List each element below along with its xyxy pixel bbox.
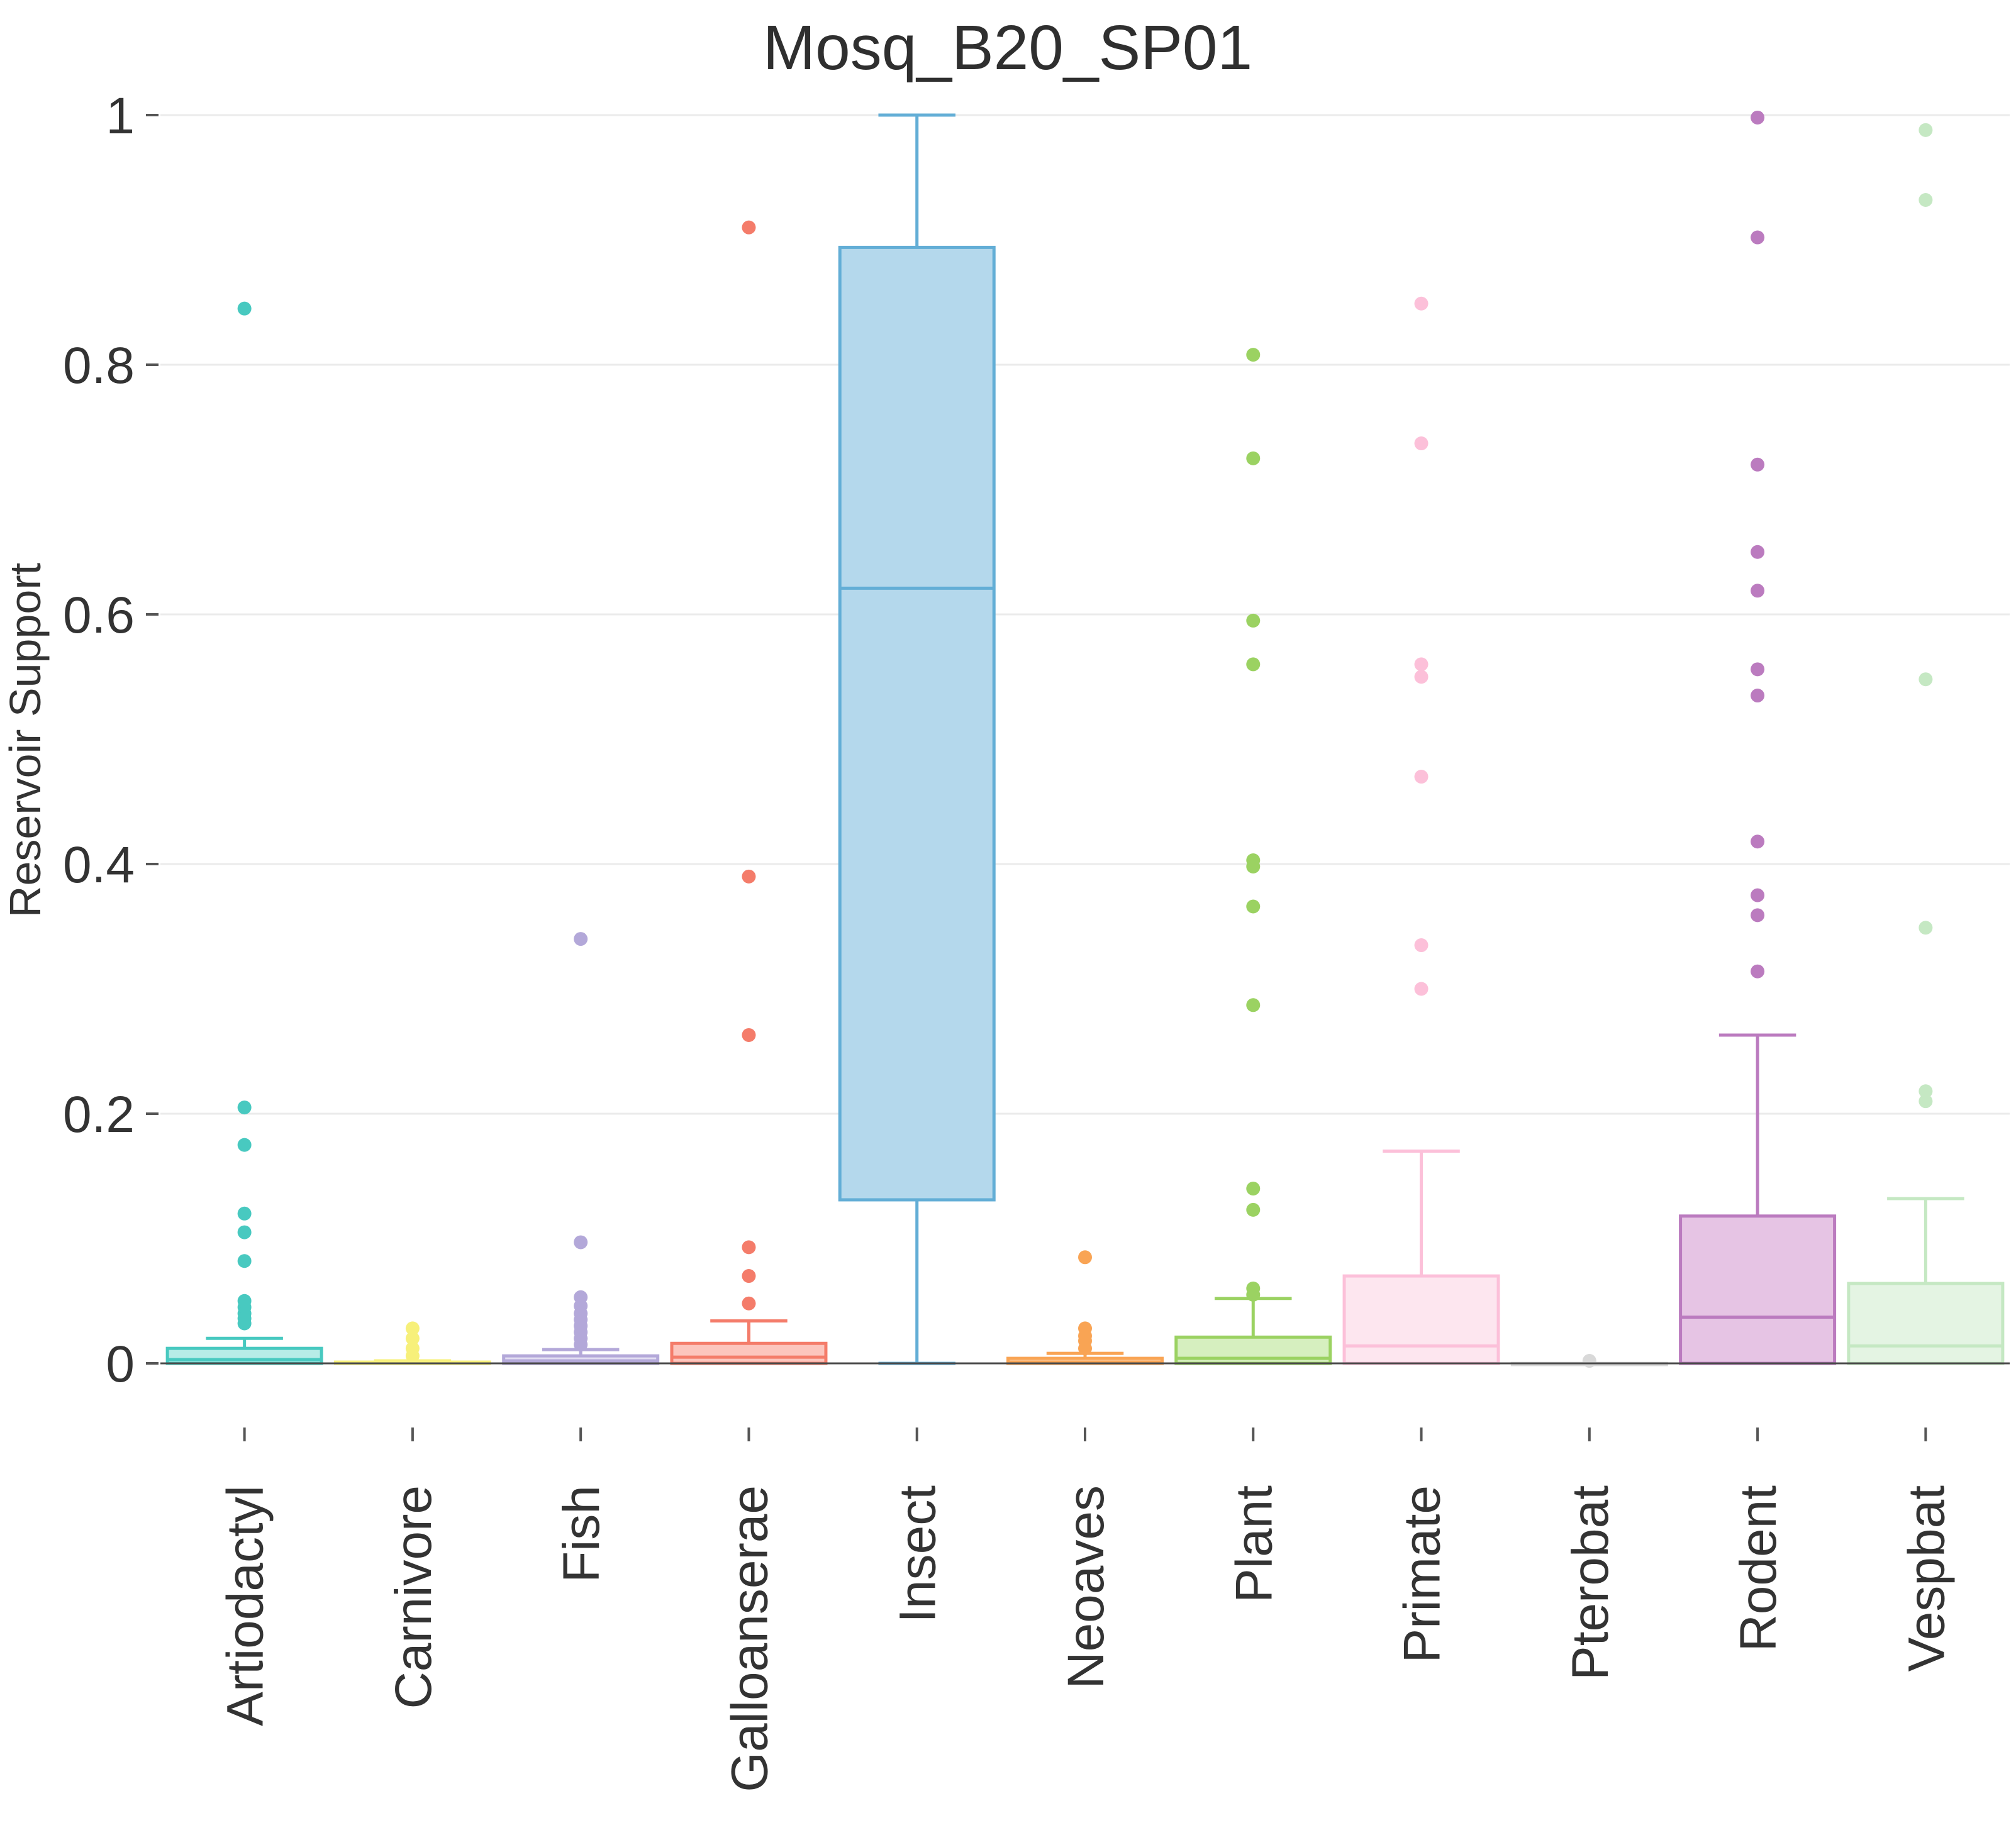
box-galloanserae (670, 220, 828, 1365)
x-tick-label: Primate (1394, 1485, 1451, 1663)
outlier-point (237, 1138, 252, 1152)
outlier-point (742, 869, 756, 884)
outlier-point (1751, 545, 1765, 559)
outlier-point (1246, 998, 1261, 1012)
outlier-point (1246, 859, 1261, 873)
outlier-point (1246, 1182, 1261, 1196)
y-axis-label: Reservoir Support (1, 563, 50, 918)
x-tick-label: Artiodactyl (217, 1485, 274, 1726)
outlier-point (1919, 1084, 1933, 1099)
x-tick-label: Insect (889, 1485, 947, 1623)
outlier-point (1246, 657, 1261, 672)
x-tick-label: Neoaves (1057, 1485, 1115, 1689)
outlier-point (237, 1206, 252, 1221)
x-tick-label: Rodent (1730, 1485, 1787, 1652)
x-tick-label: Vespbat (1898, 1485, 1955, 1672)
y-tick-label: 0.2 (63, 1086, 135, 1143)
iqr-box (1847, 1282, 2005, 1365)
outlier-point (742, 1296, 756, 1311)
outlier-point (1414, 770, 1428, 784)
outlier-point (574, 932, 588, 946)
outlier-point (1414, 938, 1428, 953)
outlier-point (1246, 1202, 1261, 1217)
box-vespbat (1847, 123, 2005, 1365)
outlier-point (574, 1338, 588, 1352)
x-tick-label: Galloanserae (721, 1485, 778, 1792)
outlier-point (1582, 1354, 1596, 1368)
box-fish (502, 932, 660, 1365)
outlier-point (742, 1028, 756, 1042)
outlier-point (742, 220, 756, 235)
y-tick-label: 0.4 (63, 836, 135, 894)
outlier-point (742, 1240, 756, 1255)
box-insect (838, 113, 996, 1365)
outlier-point (1919, 672, 1933, 687)
outlier-point (1078, 1341, 1092, 1356)
box-plant (1174, 348, 1332, 1365)
outlier-point (1751, 230, 1765, 245)
x-axis: Artiodactyl Carnivore Fish Galloanserae Inse… (217, 1428, 1955, 1792)
outlier-point (1414, 670, 1428, 684)
outlier-point (574, 1235, 588, 1250)
outlier-point (1751, 584, 1765, 598)
outlier-point (1414, 436, 1428, 451)
y-axis: 0 0.2 0.4 0.6 0.8 1 (63, 87, 159, 1393)
outlier-point (405, 1349, 420, 1363)
outlier-point (1246, 451, 1261, 465)
outlier-point (1919, 123, 1933, 137)
outlier-point (1919, 921, 1933, 935)
iqr-box (838, 245, 996, 1202)
outlier-point (1751, 457, 1765, 472)
box-neoaves (1006, 1250, 1164, 1365)
grid-lines (160, 114, 2010, 1115)
box-primate (1342, 296, 1500, 1365)
outlier-point (1919, 1094, 1933, 1109)
outlier-point (237, 1225, 252, 1239)
outlier-point (237, 301, 252, 316)
y-tick-label: 0.6 (63, 587, 135, 644)
outlier-point (1414, 657, 1428, 672)
outlier-point (1246, 899, 1261, 914)
box-pterobat (1510, 1354, 1668, 1368)
box-rodent (1679, 110, 1837, 1365)
box-series (165, 110, 2005, 1368)
x-tick-label: Carnivore (385, 1485, 442, 1709)
outlier-point (1751, 689, 1765, 703)
outlier-point (1751, 964, 1765, 978)
box-carnivore (333, 1321, 491, 1365)
outlier-point (1414, 982, 1428, 996)
outlier-point (237, 1316, 252, 1331)
outlier-point (1751, 888, 1765, 902)
iqr-box (1342, 1274, 1500, 1365)
y-tick-label: 0 (106, 1336, 135, 1393)
outlier-point (1751, 908, 1765, 923)
outlier-point (1751, 110, 1765, 125)
x-tick-label: Fish (553, 1485, 610, 1583)
outlier-point (1246, 613, 1261, 628)
outlier-point (1751, 662, 1765, 677)
outlier-point (405, 1321, 420, 1336)
x-tick-label: Plant (1225, 1485, 1283, 1603)
iqr-box (670, 1341, 828, 1365)
outlier-point (1078, 1250, 1092, 1265)
outlier-point (237, 1254, 252, 1268)
y-tick-label: 0.8 (63, 337, 135, 394)
box-artiodactyl (165, 301, 323, 1365)
outlier-point (237, 1100, 252, 1115)
outlier-point (1246, 348, 1261, 362)
outlier-point (1246, 1287, 1261, 1302)
outlier-point (742, 1269, 756, 1283)
outlier-point (1919, 192, 1933, 207)
iqr-box (1679, 1214, 1837, 1365)
outlier-point (405, 1331, 420, 1346)
outlier-point (1414, 296, 1428, 311)
chart-title: Mosq_B20_SP01 (763, 13, 1252, 83)
outlier-point (1751, 834, 1765, 849)
y-tick-label: 1 (106, 87, 135, 145)
x-tick-label: Pterobat (1562, 1485, 1619, 1680)
